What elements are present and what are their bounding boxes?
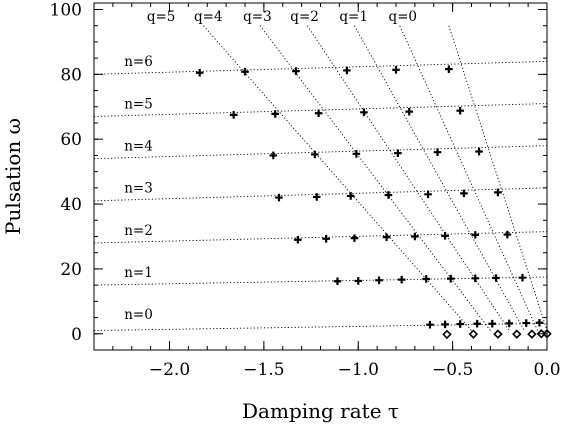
plus-point — [488, 319, 497, 328]
plot-frame — [93, 2, 548, 351]
plus-point — [518, 273, 527, 282]
plus-point — [397, 275, 406, 284]
annotation-label: q=5 — [147, 9, 176, 25]
plus-point — [441, 320, 449, 329]
x-tick-label: −1.5 — [243, 360, 284, 380]
plus-point — [441, 232, 449, 240]
plus-point — [471, 231, 480, 239]
q-line-2 — [354, 25, 525, 331]
y-tick-label: 60 — [60, 130, 82, 150]
diamond-point — [512, 329, 522, 339]
plus-point — [473, 319, 481, 328]
y-axis-label: Pulsation ω — [1, 118, 25, 235]
plus-point — [322, 234, 330, 243]
plus-point — [275, 193, 283, 202]
plus-point — [384, 191, 393, 199]
annotation-label: n=3 — [124, 181, 153, 197]
plus-point — [360, 108, 368, 117]
plus-point — [433, 148, 442, 156]
plus-point — [492, 274, 500, 282]
n-line-0 — [94, 322, 547, 331]
q-lines — [203, 25, 547, 331]
plus-point — [456, 106, 464, 115]
plus-point — [269, 151, 278, 160]
plus-point — [314, 109, 323, 118]
n-line-3 — [94, 187, 547, 202]
annotation-label: n=5 — [124, 96, 153, 112]
plus-point — [503, 230, 512, 239]
annotation-label: q=3 — [243, 9, 272, 25]
q-line-0 — [448, 25, 547, 331]
data-points — [195, 65, 552, 340]
n-line-5 — [94, 103, 547, 117]
plus-point — [494, 188, 502, 197]
annotation-label: q=4 — [194, 9, 223, 25]
plus-point — [195, 68, 204, 77]
plus-point — [354, 277, 363, 285]
plus-point — [456, 320, 464, 328]
annotation-label: n=2 — [124, 223, 153, 239]
annotations: n=6 n=5 n=4 n=3 n=2 n=1 n=0 q=5 q=4 q=3 q=2 q=1 q=0 — [124, 9, 417, 323]
x-tick-label: 0.0 — [533, 360, 560, 380]
plus-point — [375, 276, 383, 285]
plus-point — [411, 232, 419, 241]
plus-point — [311, 150, 319, 159]
plus-point — [471, 274, 480, 283]
plus-point — [382, 233, 391, 241]
plus-point — [292, 67, 300, 75]
plus-point — [505, 319, 514, 328]
plus-point — [312, 193, 321, 201]
y-tick-label: 40 — [60, 195, 82, 215]
x-tick-label: −0.5 — [432, 360, 473, 380]
x-tick-label: −2.0 — [149, 360, 190, 380]
plus-point — [229, 111, 238, 119]
axes: −2.0 −1.5 −1.0 −0.5 0.0 0 20 40 60 80 100 Damping r… — [1, 0, 561, 423]
diamond-point — [527, 329, 537, 339]
plus-point — [422, 275, 430, 283]
annotation-label: q=2 — [290, 9, 319, 25]
y-tick-label: 20 — [60, 260, 82, 280]
plus-point — [294, 235, 302, 244]
n-line-4 — [94, 145, 547, 160]
annotation-label: q=0 — [388, 9, 417, 25]
n-line-2 — [94, 231, 547, 244]
plus-point — [424, 190, 432, 199]
diamond-point — [468, 329, 479, 339]
x-axis-label: Damping rate τ — [242, 399, 399, 423]
n-line-6 — [94, 60, 547, 75]
annotation-label: q=1 — [339, 9, 368, 25]
plus-point — [394, 149, 402, 157]
plus-point — [346, 192, 355, 200]
plus-point — [333, 277, 342, 286]
plus-point — [426, 320, 434, 329]
plus-point — [445, 65, 453, 73]
plus-point — [522, 319, 531, 327]
y-tick-label: 0 — [71, 325, 82, 345]
diamond-point — [493, 329, 503, 339]
plus-point — [241, 67, 249, 76]
diamond-point — [442, 329, 452, 340]
plus-point — [405, 107, 414, 116]
plus-point — [343, 66, 351, 75]
plus-point — [446, 274, 455, 283]
y-tick-label: 80 — [60, 65, 82, 85]
plus-point — [475, 147, 483, 156]
q-line-1 — [399, 25, 538, 331]
plus-point — [460, 189, 468, 198]
annotation-label: n=6 — [124, 54, 153, 70]
plus-point — [392, 66, 400, 74]
plus-point — [352, 149, 361, 158]
annotation-label: n=1 — [124, 265, 153, 281]
q-line-4 — [259, 25, 491, 331]
y-tick-label: 100 — [50, 0, 82, 20]
x-tick-label: −1.0 — [338, 360, 379, 380]
plus-point — [350, 234, 359, 242]
plus-point — [535, 318, 544, 327]
plus-point — [271, 110, 279, 118]
annotation-label: n=0 — [124, 307, 153, 323]
annotation-label: n=4 — [124, 139, 153, 155]
